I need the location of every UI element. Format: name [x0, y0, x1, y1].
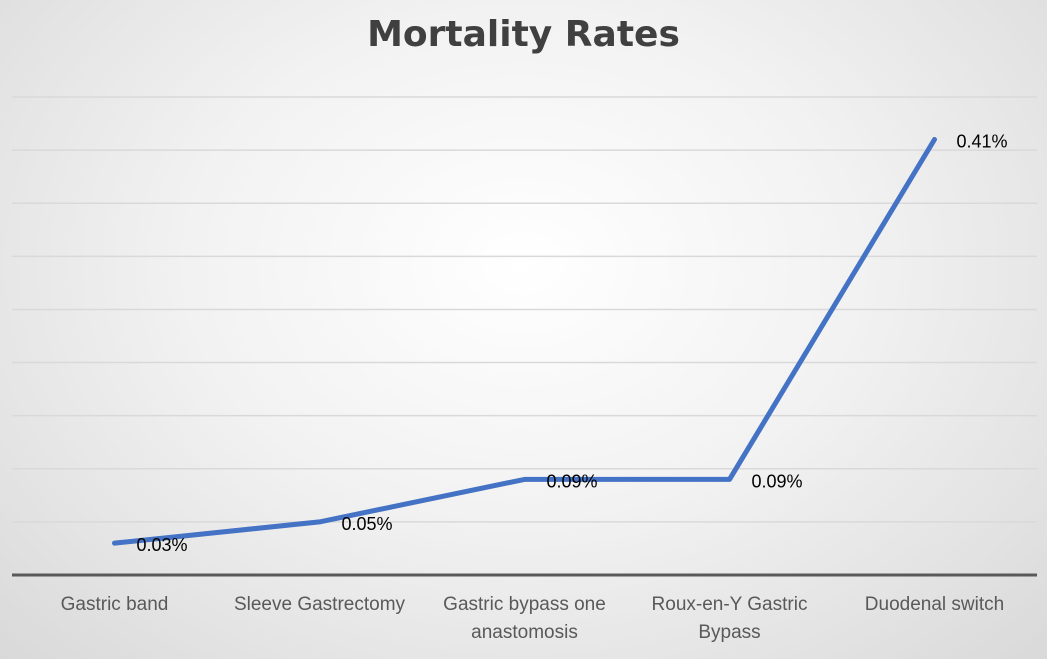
data-label: 0.09%: [547, 471, 598, 491]
data-labels: 0.03% 0.05% 0.09% 0.09% 0.41%: [137, 131, 1008, 555]
category-label: Gastric band: [61, 594, 169, 615]
series-line-group: [112, 136, 937, 546]
category-label: Gastric bypass one anastomosis: [443, 594, 606, 643]
series-line: [112, 136, 937, 546]
data-label: 0.41%: [957, 131, 1008, 151]
data-label: 0.03%: [137, 535, 188, 555]
chart-title: Mortality Rates: [367, 14, 680, 55]
category-labels: Gastric band Sleeve Gastrectomy Gastric by…: [61, 594, 1005, 643]
category-label: Duodenal switch: [865, 594, 1004, 615]
category-label: Sleeve Gastrectomy: [234, 594, 406, 615]
category-label: Roux-en-Y Gastric Bypass: [652, 594, 808, 643]
gridlines: [12, 96, 1037, 523]
data-label: 0.09%: [752, 471, 803, 491]
data-label: 0.05%: [342, 514, 393, 534]
